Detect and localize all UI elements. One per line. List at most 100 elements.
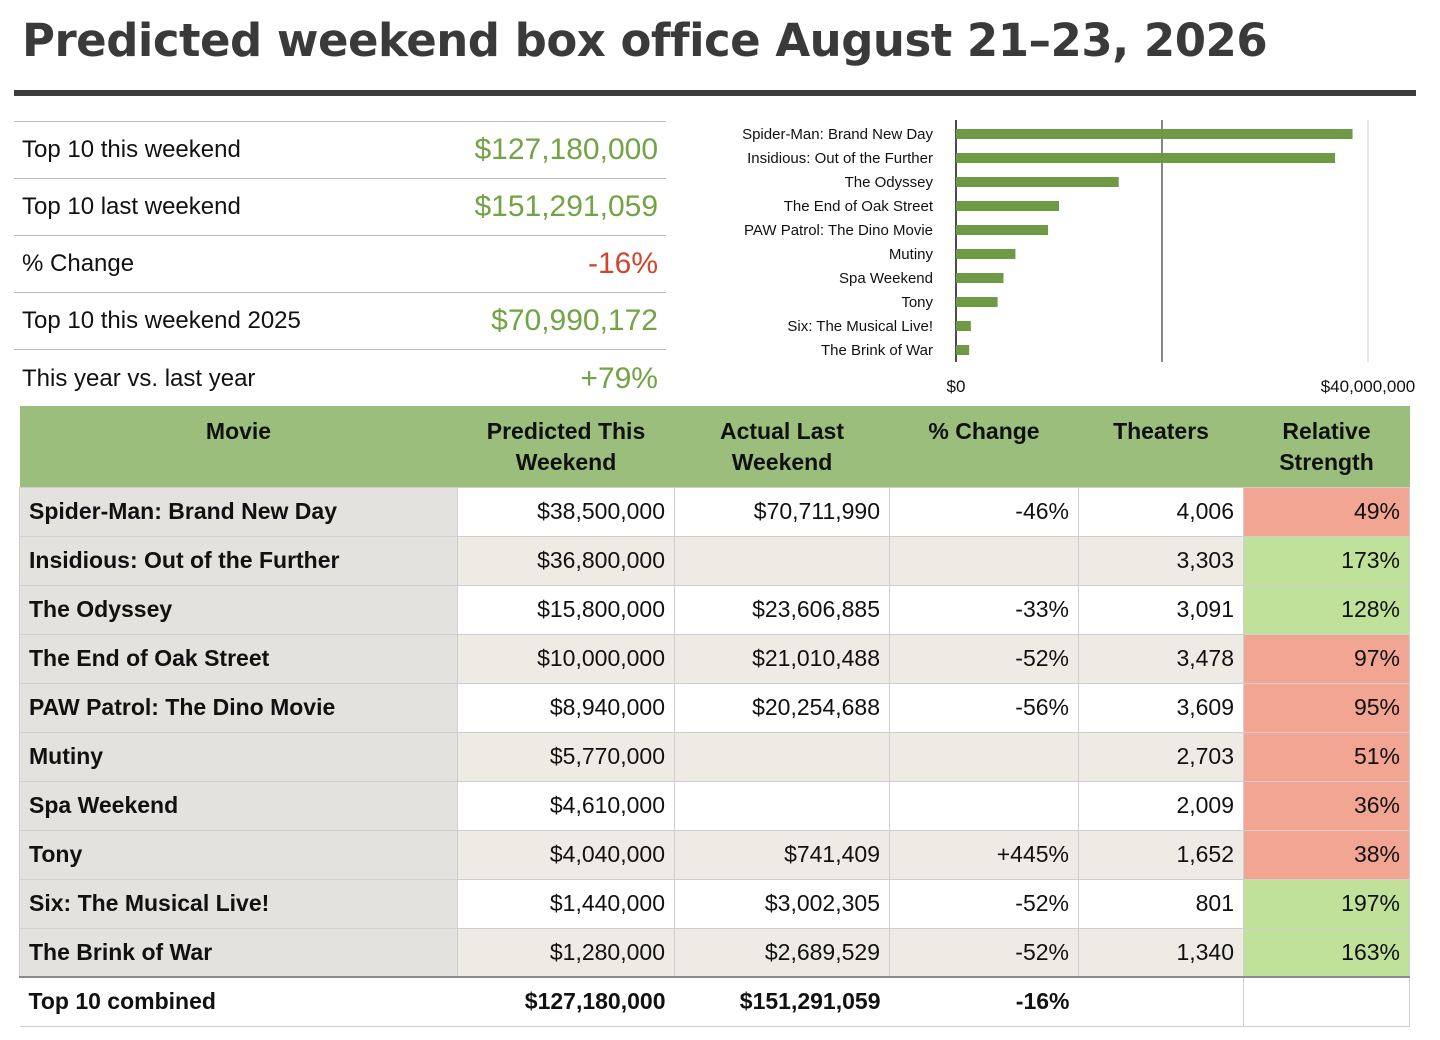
chart-bar [956,273,1004,283]
total-label: Top 10 combined [19,976,458,1027]
chart-category-label: The Odyssey [845,174,934,191]
table-row: Spider-Man: Brand New Day $38,500,000 $70,… [19,486,1410,537]
chart-bar [956,321,971,331]
chart-category-label: Spa Weekend [839,270,933,287]
cell-movie: Tony [19,829,458,880]
cell-predicted: $36,800,000 [457,535,675,586]
box-office-bar-chart: Spider-Man: Brand New Day Insidious: Out … [742,120,1416,396]
summary-value: $127,180,000 [474,133,658,166]
chart-category-label: Mutiny [889,246,934,263]
cell-change: -33% [889,584,1079,635]
chart-category-label: Six: The Musical Live! [787,318,933,335]
cell-last: $23,606,885 [674,584,890,635]
header-movie: Movie [19,406,458,487]
total-strength [1243,976,1410,1027]
table-row: Mutiny $5,770,000 2,703 51% [19,731,1410,782]
cell-strength: 95% [1243,682,1410,733]
cell-predicted: $10,000,000 [457,633,675,684]
chart-bar [956,297,998,307]
cell-predicted: $5,770,000 [457,731,675,782]
chart-bar [956,177,1119,187]
cell-movie: Mutiny [19,731,458,782]
total-last: $151,291,059 [674,976,890,1027]
cell-change [889,780,1079,831]
chart-category-label: Tony [901,294,933,311]
cell-theaters: 1,652 [1078,829,1244,880]
cell-strength: 49% [1243,486,1410,537]
cell-movie: The End of Oak Street [19,633,458,684]
cell-last: $2,689,529 [674,927,890,978]
chart-tick-label: $0 [947,377,966,396]
cell-movie: Insidious: Out of the Further [19,535,458,586]
cell-movie: The Odyssey [19,584,458,635]
cell-strength: 36% [1243,780,1410,831]
chart-bar [956,129,1353,139]
chart-category-label: The Brink of War [821,342,933,359]
cell-theaters: 801 [1078,878,1244,929]
summary-row: % Change -16% [14,236,666,293]
cell-strength: 173% [1243,535,1410,586]
cell-predicted: $8,940,000 [457,682,675,733]
chart-category-label: Spider-Man: Brand New Day [742,126,933,143]
cell-change: -52% [889,878,1079,929]
cell-last [674,780,890,831]
header-last: Actual Last Weekend [674,406,890,487]
chart-bar [956,153,1336,163]
table-row: The Odyssey $15,800,000 $23,606,885 -33% 3,0… [19,584,1410,635]
summary-label: This year vs. last year [22,364,256,392]
box-office-table: Movie Predicted This Weekend Actual Last… [19,406,1410,1027]
table-row: Insidious: Out of the Further $36,800,000… [19,535,1410,586]
cell-last: $20,254,688 [674,682,890,733]
cell-strength: 97% [1243,633,1410,684]
header-strength: Relative Strength [1243,406,1410,487]
summary-value: $151,291,059 [474,190,658,223]
chart-bar [956,249,1016,259]
cell-last: $741,409 [674,829,890,880]
page-title: Predicted weekend box office August 21–2… [22,14,1268,67]
cell-theaters: 2,009 [1078,780,1244,831]
summary-row: Top 10 last weekend $151,291,059 [14,179,666,236]
cell-last [674,731,890,782]
cell-change: -56% [889,682,1079,733]
cell-last [674,535,890,586]
cell-theaters: 3,478 [1078,633,1244,684]
cell-change: -52% [889,927,1079,978]
header-change: % Change [889,406,1079,487]
cell-predicted: $4,610,000 [457,780,675,831]
chart-category-label: The End of Oak Street [784,198,934,215]
summary-value: -16% [587,247,658,280]
cell-predicted: $38,500,000 [457,486,675,537]
total-theaters [1078,976,1244,1027]
cell-movie: PAW Patrol: The Dino Movie [19,682,458,733]
table-row: The Brink of War $1,280,000 $2,689,529 -52%… [19,927,1410,978]
cell-theaters: 3,091 [1078,584,1244,635]
summary-label: Top 10 last weekend [22,193,241,220]
cell-predicted: $1,280,000 [457,927,675,978]
cell-movie: Six: The Musical Live! [19,878,458,929]
cell-change [889,535,1079,586]
cell-last: $21,010,488 [674,633,890,684]
cell-theaters: 3,303 [1078,535,1244,586]
summary-row: Top 10 this weekend 2025 $70,990,172 [14,293,666,350]
cell-change [889,731,1079,782]
summary-value: $70,990,172 [491,304,658,337]
table-row: The End of Oak Street $10,000,000 $21,010,… [19,633,1410,684]
cell-strength: 38% [1243,829,1410,880]
cell-strength: 197% [1243,878,1410,929]
table-row: PAW Patrol: The Dino Movie $8,940,000 $20,… [19,682,1410,733]
cell-theaters: 4,006 [1078,486,1244,537]
total-change: -16% [889,976,1079,1027]
cell-theaters: 3,609 [1078,682,1244,733]
cell-strength: 128% [1243,584,1410,635]
table-row: Spa Weekend $4,610,000 2,009 36% [19,780,1410,831]
chart-tick-label: $40,000,000 [1321,377,1416,396]
cell-strength: 51% [1243,731,1410,782]
cell-predicted: $4,040,000 [457,829,675,880]
summary-row: This year vs. last year +79% [14,350,666,407]
total-row: Top 10 combined $127,180,000 $151,291,05… [19,976,1410,1027]
total-predicted: $127,180,000 [457,976,675,1027]
summary-row: Top 10 this weekend $127,180,000 [14,122,666,179]
title-divider [14,90,1416,96]
header-theaters: Theaters [1078,406,1244,487]
header-predicted: Predicted This Weekend [457,406,675,487]
